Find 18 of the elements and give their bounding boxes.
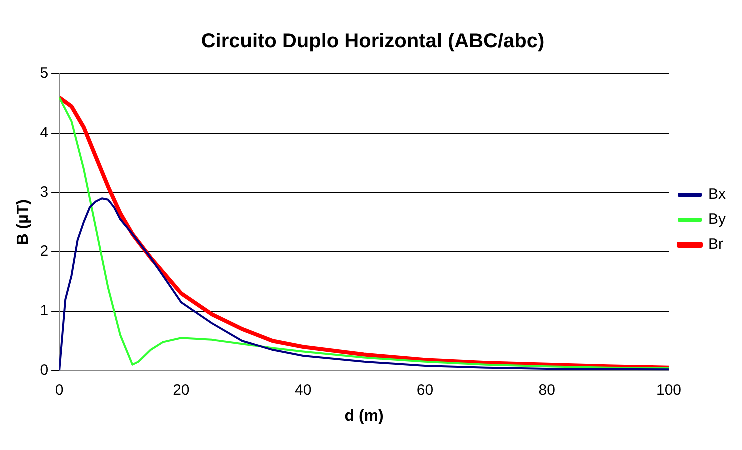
y-tick-label: 4 [40, 124, 49, 142]
y-axis-title: B (µT) [15, 200, 32, 246]
y-tick-label: 5 [40, 65, 49, 82]
x-tick-label: 60 [416, 382, 434, 399]
legend-label: Br [708, 236, 724, 254]
x-tick-label: 80 [538, 382, 556, 399]
y-tick-label: 0 [40, 362, 49, 379]
y-tick-label: 2 [40, 243, 49, 260]
legend-label: Bx [708, 186, 726, 204]
x-tick-label: 100 [656, 382, 682, 399]
chart-title: Circuito Duplo Horizontal (ABC/abc) [201, 30, 545, 53]
x-tick-label: 0 [55, 382, 64, 399]
y-tick-label: 1 [40, 302, 49, 320]
legend-label: By [708, 211, 726, 228]
x-tick-label: 20 [173, 382, 190, 399]
y-tick-label: 3 [40, 184, 49, 201]
x-axis-title: d (m) [344, 408, 384, 425]
x-tick-label: 40 [294, 382, 312, 399]
